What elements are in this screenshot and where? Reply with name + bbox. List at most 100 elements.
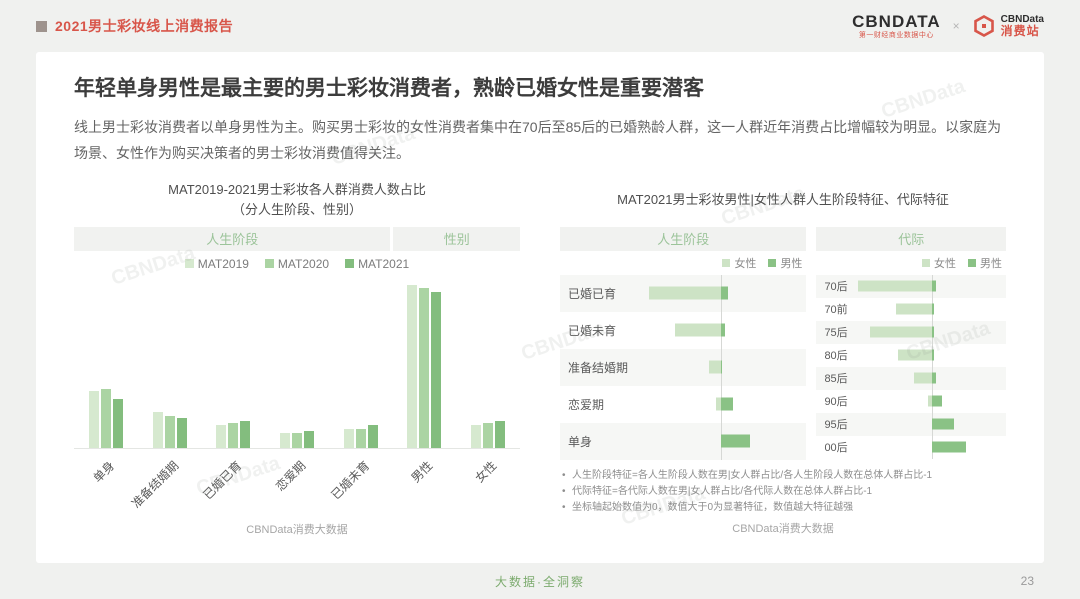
generation-legend: 女性 男性 [816, 251, 1006, 275]
feature-row-75后: 75后 [816, 320, 1006, 344]
legend-label-mat2021: MAT2021 [358, 256, 410, 271]
feature-row-已婚未育: 已婚未育 [560, 311, 806, 349]
footnote-2: 代际特征=各代际人数在男|女人群占比/各代际人数在总体人群占比-1 [560, 484, 1006, 500]
legend-swatch-female [922, 258, 930, 267]
consumer-station-logo-icon [973, 15, 994, 37]
left-chart-title-line2: （分人生阶段、性别） [231, 201, 362, 217]
report-title: 2021男士彩妆线上消费报告 [55, 18, 234, 34]
x-axis-label-恋爱期: 恋爱期 [272, 458, 309, 494]
bar-female-恋爱期 [716, 397, 722, 411]
right-chart-title: MAT2021男士彩妆男性|女性人群人生阶段特征、代际特征 [560, 179, 1006, 221]
legend-swatch-mat2021 [345, 259, 355, 269]
legend-item-female: 女性 [722, 255, 756, 271]
feature-row-已婚已育: 已婚已育 [560, 274, 807, 312]
legend-item-female: 女性 [922, 255, 956, 271]
bar-group-恋爱期 [265, 430, 329, 448]
legend-swatch-male [968, 258, 976, 267]
legend-swatch-mat2020 [264, 259, 274, 269]
generation-panel: 代际 女性 男性 70后 70前 75后 80后 85后 90后 95后 00后 [816, 226, 1006, 460]
consumer-station-logo: CBNData 消费站 [972, 14, 1044, 38]
top-bar: 2021男士彩妆线上消费报告 CBNDATA 第一财经商业数据中心 × CBND… [0, 0, 1080, 52]
legend-label-female: 女性 [934, 257, 956, 270]
bar-male-80后 [932, 349, 935, 361]
life-stage-legend: 女性 男性 [560, 251, 806, 275]
bar-MAT2019-已婚已育 [216, 424, 227, 448]
bar-group-已婚已育 [201, 420, 265, 448]
legend-label-female: 女性 [734, 257, 757, 270]
legend-label-mat2020: MAT2020 [277, 256, 330, 271]
feature-row-80后: 80后 [816, 343, 1006, 367]
feature-row-单身: 单身 [560, 422, 807, 460]
consumer-station-logo-text: CBNData 消费站 [1001, 14, 1044, 38]
row-label-85后: 85后 [824, 373, 848, 386]
feature-row-70前: 70前 [816, 297, 1006, 321]
bar-MAT2019-已婚未育 [343, 428, 354, 448]
bar-male-90后 [932, 395, 943, 407]
left-chart-caption: CBNData消费大数据 [246, 523, 348, 536]
band-gender: 性别 [393, 226, 520, 251]
bar-male-75后 [932, 326, 935, 338]
feature-row-恋爱期: 恋爱期 [560, 385, 806, 423]
row-label-单身: 单身 [568, 434, 593, 449]
bar-MAT2021-恋爱期 [303, 430, 314, 448]
bar-male-准备结婚期 [721, 360, 723, 374]
x-axis-label-已婚未育: 已婚未育 [328, 458, 373, 503]
bar-MAT2020-女性 [483, 422, 494, 448]
bar-MAT2019-准备结婚期 [152, 411, 163, 448]
panel-rows-0: 已婚已育 已婚未育 准备结婚期 恋爱期 单身 [560, 274, 807, 460]
row-label-已婚已育: 已婚已育 [568, 286, 617, 301]
feature-row-95后: 95后 [816, 412, 1006, 436]
charts-area: MAT2019-2021男士彩妆各人群消费人数占比 （分人生阶段、性别） 人生阶… [74, 179, 1006, 537]
right-chart: MAT2021男士彩妆男性|女性人群人生阶段特征、代际特征 人生阶段 女性 男性… [560, 179, 1006, 537]
legend-swatch-female [722, 258, 731, 267]
bar-male-70前 [932, 303, 935, 315]
left-chart-plot [74, 277, 520, 449]
consumer-logo-line1: CBNData [1000, 13, 1044, 25]
summary-paragraph: 线上男士彩妆消费者以单身男性为主。购买男士彩妆的女性消费者集中在70后至85后的… [74, 119, 1002, 161]
row-label-70前: 70前 [824, 304, 848, 317]
bar-female-准备结婚期 [709, 360, 722, 374]
legend-label-male: 男性 [780, 257, 803, 270]
right-chart-panels: 人生阶段 女性 男性 已婚已育 已婚未育 准备结婚期 恋爱期 单身 代际 女性 男性 [560, 226, 1006, 460]
generation-panel-header: 代际 [816, 226, 1006, 251]
band-life-stage: 人生阶段 [74, 226, 391, 251]
bar-male-85后 [932, 372, 937, 384]
bar-female-90后 [928, 395, 933, 407]
legend-item-male: 男性 [968, 255, 1002, 271]
legend-item-mat2019: MAT2019 [184, 257, 249, 271]
legend-item-mat2020: MAT2020 [264, 256, 330, 271]
life-stage-panel: 人生阶段 女性 男性 已婚已育 已婚未育 准备结婚期 恋爱期 单身 [560, 226, 807, 460]
bar-MAT2020-恋爱期 [291, 432, 302, 448]
bar-male-00后 [932, 441, 967, 453]
feature-row-00后: 00后 [816, 435, 1006, 459]
bar-group-已婚未育 [329, 424, 393, 448]
legend-label-male: 男性 [980, 257, 1002, 270]
row-label-95后: 95后 [824, 419, 848, 432]
row-label-已婚未育: 已婚未育 [568, 323, 617, 338]
left-chart: MAT2019-2021男士彩妆各人群消费人数占比 （分人生阶段、性别） 人生阶… [74, 179, 520, 537]
bar-female-已婚已育 [649, 286, 722, 300]
bar-MAT2019-男性 [407, 284, 418, 448]
cbndata-logo: CBNDATA 第一财经商业数据中心 [852, 13, 941, 39]
bar-MAT2020-男性 [419, 287, 430, 448]
bar-male-单身 [721, 434, 751, 448]
footer-tagline: 大数据·全洞察 [495, 574, 585, 589]
bar-female-85后 [914, 372, 933, 384]
bar-male-已婚未育 [721, 323, 726, 337]
bar-group-女性 [456, 420, 520, 448]
x-axis-label-女性: 女性 [472, 458, 500, 486]
feature-row-85后: 85后 [816, 366, 1006, 390]
bar-group-男性 [393, 284, 457, 448]
legend-item-mat2021: MAT2021 [345, 257, 409, 271]
bar-female-80后 [898, 349, 933, 361]
report-title-block: 2021男士彩妆线上消费报告 [36, 16, 233, 36]
life-stage-panel-header: 人生阶段 [560, 226, 807, 251]
bar-group-单身 [74, 388, 138, 448]
bar-MAT2020-单身 [100, 388, 111, 448]
bar-MAT2021-已婚未育 [367, 424, 378, 448]
legend-swatch-male [768, 258, 777, 267]
page-title: 年轻单身男性是最主要的男士彩妆消费者，熟龄已婚女性是重要潜客 [74, 77, 704, 100]
footnote-1: 人生阶段特征=各人生阶段人数在男|女人群占比/各人生阶段人数在总体人群占比-1 [560, 468, 1006, 484]
bar-MAT2020-准备结婚期 [164, 415, 175, 448]
